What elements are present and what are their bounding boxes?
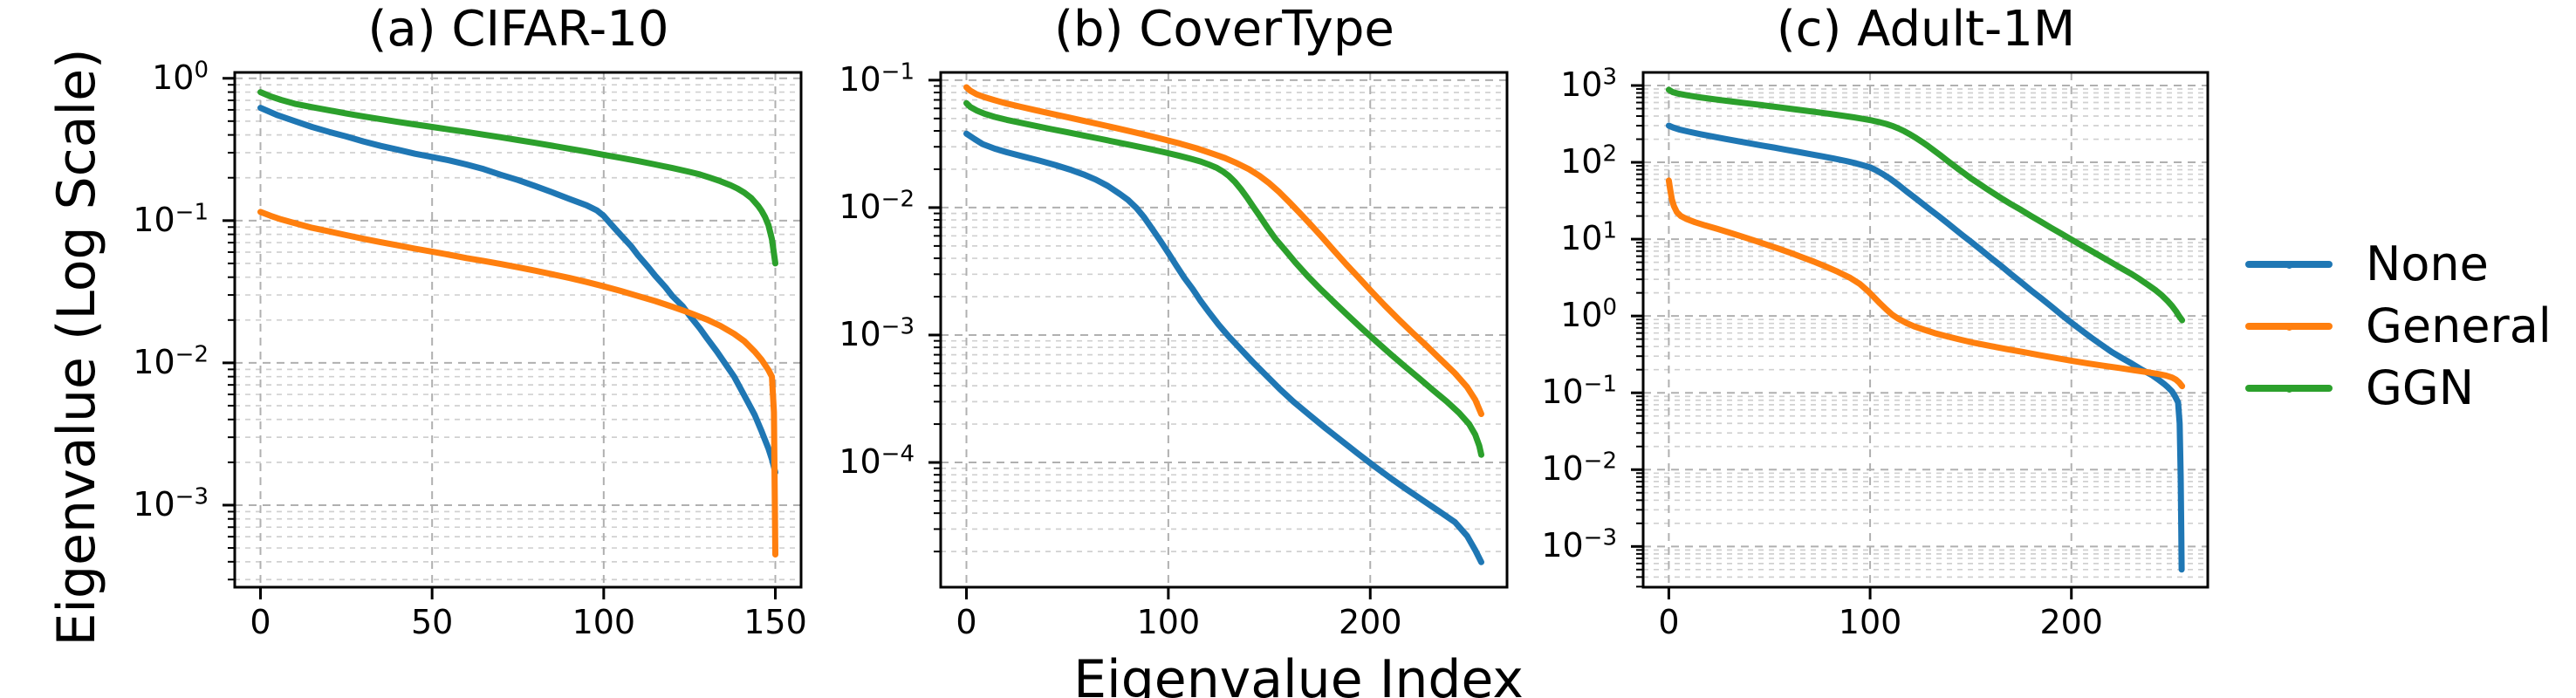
x-tick-label: 200: [2039, 603, 2103, 641]
x-tick-label: 100: [1838, 603, 1902, 641]
legend-marker-ggn: [2285, 385, 2293, 393]
y-axis-label: Eigenvalue (Log Scale): [46, 48, 107, 647]
curve-general: [1665, 177, 2186, 390]
curve-general: [963, 84, 1484, 417]
y-tick-label: 10−1: [133, 199, 209, 239]
x-tick-label: 150: [743, 603, 807, 641]
x-tick-label: 0: [250, 603, 271, 641]
y-tick-label: 10−2: [133, 341, 209, 382]
axes-spines: [1641, 71, 2209, 589]
panel-b-title: (b) CoverType: [1054, 1, 1394, 58]
y-tick-label: 100: [152, 57, 209, 97]
legend-line-general: [2245, 323, 2333, 331]
legend-item-none: None: [2245, 238, 2489, 291]
legend-label-ggn: GGN: [2366, 360, 2475, 415]
legend-line-ggn: [2245, 385, 2333, 393]
curve-ggn: [963, 99, 1484, 458]
y-tick-label: 101: [1560, 217, 1617, 258]
curve-general: [257, 209, 778, 558]
curve-ggn: [1665, 86, 2186, 324]
legend-item-ggn: GGN: [2245, 362, 2474, 414]
legend-marker-general: [2285, 323, 2293, 331]
y-tick-label: 100: [1560, 294, 1617, 335]
panel-a: [223, 71, 803, 599]
x-tick-label: 0: [1658, 603, 1680, 641]
legend-label-general: General: [2366, 298, 2552, 353]
panel-a-title: (a) CIFAR-10: [367, 1, 669, 58]
y-tick-label: 10−3: [839, 313, 915, 354]
x-tick-label: 0: [956, 603, 977, 641]
panel-c: [1631, 71, 2209, 599]
y-tick-label: 10−2: [1541, 448, 1617, 489]
legend-line-none: [2245, 261, 2333, 269]
y-tick-label: 10−1: [1541, 371, 1617, 412]
x-tick-label: 100: [1136, 603, 1201, 641]
y-tick-label: 10−3: [133, 483, 209, 524]
y-tick-label: 103: [1560, 64, 1617, 105]
curve-none: [963, 130, 1484, 565]
y-tick-label: 10−2: [839, 186, 915, 227]
axes-spines: [939, 71, 1509, 589]
y-tick-label: 102: [1560, 140, 1617, 181]
legend-marker-none: [2285, 261, 2293, 269]
x-tick-label: 100: [572, 603, 636, 641]
panel-b: [928, 71, 1509, 599]
legend-label-none: None: [2366, 236, 2489, 291]
curve-ggn: [257, 89, 778, 267]
curve-none: [257, 105, 778, 476]
x-tick-label: 50: [410, 603, 454, 641]
panel-c-title: (c) Adult-1M: [1776, 1, 2076, 58]
x-axis-label: Eigenvalue Index: [1073, 649, 1524, 698]
axes-spines: [233, 71, 803, 589]
legend: None General GGN: [2245, 0, 2576, 698]
y-tick-label: 10−3: [1541, 524, 1617, 565]
legend-item-general: General: [2245, 300, 2552, 352]
x-tick-label: 200: [1338, 603, 1402, 641]
y-tick-label: 10−1: [839, 58, 915, 99]
y-tick-label: 10−4: [839, 441, 915, 482]
